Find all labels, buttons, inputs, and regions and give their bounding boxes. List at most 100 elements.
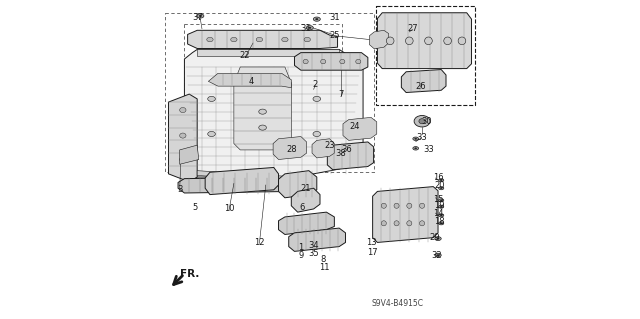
Text: 3: 3 <box>177 185 182 194</box>
Text: 23: 23 <box>324 141 335 150</box>
Polygon shape <box>378 13 472 69</box>
Text: 34: 34 <box>308 241 319 250</box>
Text: 9: 9 <box>298 251 303 260</box>
Ellipse shape <box>230 37 237 42</box>
Ellipse shape <box>394 221 399 226</box>
Text: 33: 33 <box>423 145 434 154</box>
Ellipse shape <box>437 238 439 239</box>
Ellipse shape <box>304 37 310 42</box>
Polygon shape <box>197 49 339 56</box>
Ellipse shape <box>438 214 444 217</box>
Text: 8: 8 <box>321 256 326 264</box>
Ellipse shape <box>438 187 444 190</box>
Text: 1: 1 <box>298 243 303 252</box>
Ellipse shape <box>415 138 417 139</box>
Ellipse shape <box>356 59 361 64</box>
Ellipse shape <box>438 205 444 208</box>
Polygon shape <box>291 188 320 212</box>
Ellipse shape <box>440 223 442 224</box>
Text: 26: 26 <box>415 82 426 91</box>
Ellipse shape <box>208 131 216 137</box>
Text: 31: 31 <box>300 24 311 33</box>
Ellipse shape <box>381 221 387 226</box>
Ellipse shape <box>321 59 326 64</box>
Polygon shape <box>369 30 388 49</box>
Polygon shape <box>273 137 307 160</box>
Ellipse shape <box>438 199 444 202</box>
Ellipse shape <box>313 131 321 137</box>
Polygon shape <box>312 139 334 158</box>
Ellipse shape <box>387 37 394 45</box>
Polygon shape <box>372 187 438 242</box>
Bar <box>165 13 374 172</box>
Text: 14: 14 <box>433 209 444 218</box>
Ellipse shape <box>438 222 444 225</box>
Ellipse shape <box>413 137 419 140</box>
Ellipse shape <box>440 206 442 207</box>
Ellipse shape <box>420 221 424 226</box>
Text: 6: 6 <box>300 203 305 212</box>
Text: 17: 17 <box>367 248 378 256</box>
Polygon shape <box>294 53 368 70</box>
Text: 37: 37 <box>192 13 202 22</box>
Ellipse shape <box>307 26 314 30</box>
Text: 18: 18 <box>435 217 445 226</box>
Ellipse shape <box>440 200 442 201</box>
Ellipse shape <box>340 59 345 64</box>
Text: 35: 35 <box>308 249 319 258</box>
Polygon shape <box>188 30 337 48</box>
Ellipse shape <box>458 37 466 45</box>
Ellipse shape <box>313 96 321 101</box>
Text: 2: 2 <box>312 80 318 89</box>
Polygon shape <box>289 228 346 251</box>
Ellipse shape <box>259 125 266 130</box>
Ellipse shape <box>256 37 262 42</box>
Text: 12: 12 <box>254 238 265 247</box>
Text: 16: 16 <box>433 173 444 182</box>
Bar <box>376 6 475 105</box>
Polygon shape <box>168 94 197 182</box>
Ellipse shape <box>381 203 387 208</box>
Text: 21: 21 <box>300 184 311 193</box>
Text: 36: 36 <box>342 145 353 154</box>
Polygon shape <box>234 67 291 150</box>
Ellipse shape <box>197 14 204 18</box>
Text: 30: 30 <box>422 117 432 126</box>
Text: 24: 24 <box>350 122 360 130</box>
Ellipse shape <box>282 37 288 42</box>
Polygon shape <box>209 73 291 88</box>
Ellipse shape <box>406 37 413 45</box>
Text: 13: 13 <box>365 238 376 247</box>
Ellipse shape <box>314 17 320 21</box>
Text: 22: 22 <box>240 51 250 60</box>
Text: FR.: FR. <box>180 269 200 279</box>
Ellipse shape <box>303 59 308 64</box>
Polygon shape <box>205 167 278 195</box>
Ellipse shape <box>407 221 412 226</box>
Ellipse shape <box>180 108 186 113</box>
Text: 5: 5 <box>193 203 198 212</box>
Text: 15: 15 <box>433 195 444 204</box>
Ellipse shape <box>440 215 442 216</box>
Ellipse shape <box>415 148 417 149</box>
Text: 31: 31 <box>329 13 340 22</box>
Ellipse shape <box>444 37 451 45</box>
Text: 28: 28 <box>286 145 296 154</box>
Ellipse shape <box>259 109 266 114</box>
Ellipse shape <box>438 179 444 182</box>
Text: 20: 20 <box>435 181 445 189</box>
Ellipse shape <box>424 37 432 45</box>
Text: 33: 33 <box>417 133 428 142</box>
Ellipse shape <box>435 237 441 241</box>
Text: 10: 10 <box>224 204 234 213</box>
Ellipse shape <box>394 203 399 208</box>
Polygon shape <box>327 142 374 170</box>
Text: 27: 27 <box>407 24 418 33</box>
Ellipse shape <box>414 115 430 127</box>
Ellipse shape <box>440 188 442 189</box>
Ellipse shape <box>308 27 311 28</box>
Text: S9V4-B4915C: S9V4-B4915C <box>371 299 423 308</box>
Bar <box>184 24 342 104</box>
Text: 7: 7 <box>338 90 344 99</box>
Ellipse shape <box>435 253 441 257</box>
